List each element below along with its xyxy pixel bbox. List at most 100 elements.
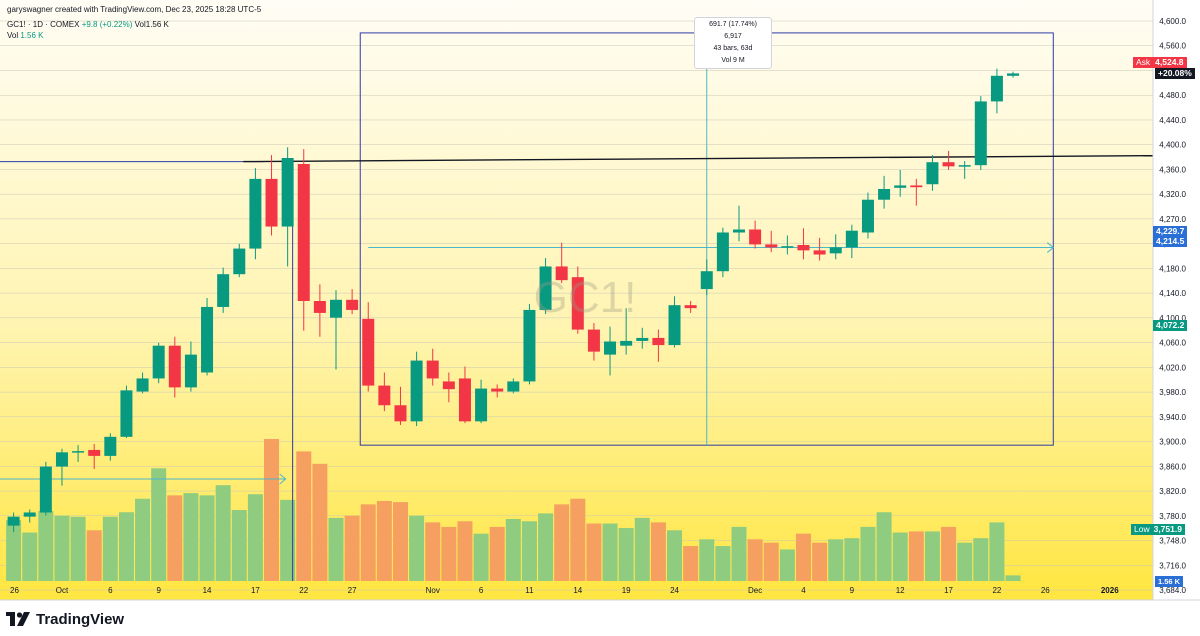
resistance-line xyxy=(243,154,1154,163)
symbol-legend: GC1! · 1D · COMEX +9.8 (+0.22%) Vol1.56 … xyxy=(7,20,169,29)
candle-body xyxy=(39,466,52,513)
measure-tooltip: 691.7 (17.74%) 6,917 43 bars, 63d Vol 9 … xyxy=(694,17,772,69)
volume-bar xyxy=(264,439,280,581)
candle-body xyxy=(668,305,681,346)
candle-body xyxy=(313,301,326,313)
tradingview-logo-icon xyxy=(6,612,30,626)
volume-bar xyxy=(6,520,22,581)
volume-bar xyxy=(118,512,134,581)
time-tick-label: 19 xyxy=(622,586,631,595)
candle-body xyxy=(781,246,794,248)
price-axis[interactable]: 4,600.04,560.04,520.04,480.04,440.04,400… xyxy=(1152,0,1187,600)
volume-bar xyxy=(860,526,876,581)
candle-body xyxy=(1007,73,1020,76)
candle-body xyxy=(878,189,891,200)
volume-bar xyxy=(973,538,989,581)
brand-name: TradingView xyxy=(36,610,125,628)
candle-body xyxy=(942,162,955,167)
price-tag-4214: 4,214.5 xyxy=(1153,236,1188,247)
candle-body xyxy=(233,248,246,275)
candle-body xyxy=(330,299,342,318)
candle-body xyxy=(362,318,375,386)
price-tick-label: 4,600.0 xyxy=(1159,17,1186,26)
candle-body xyxy=(136,378,149,392)
candle-body xyxy=(700,271,713,290)
candle-body xyxy=(990,75,1003,102)
volume-bar xyxy=(908,531,924,581)
volume-bar xyxy=(54,515,70,581)
footer-branding[interactable]: TradingView xyxy=(6,608,124,630)
volume-bar xyxy=(602,523,618,581)
volume-bar xyxy=(489,526,505,581)
price-tag-4229: 4,229.7 xyxy=(1153,226,1188,237)
volume-bar xyxy=(683,546,699,581)
candle-body xyxy=(829,247,842,254)
measure-change: 691.7 (17.74%) 6,917 xyxy=(709,21,757,40)
volume-inline: Vol1.56 K xyxy=(134,20,169,29)
volume-bar xyxy=(328,517,344,581)
price-tick-label: 3,980.0 xyxy=(1159,388,1186,397)
volume-bar xyxy=(924,531,940,581)
price-tick-label: 3,780.0 xyxy=(1159,512,1186,521)
volume-bar xyxy=(844,538,860,581)
time-tick-label: 26 xyxy=(1041,586,1050,595)
volume-bar xyxy=(215,485,231,581)
ask-price-tag: Ask 4,524.8 xyxy=(1133,57,1187,68)
volume-bar xyxy=(586,523,602,581)
volume-label: Vol xyxy=(7,31,19,40)
volume-tag: 1.56 K xyxy=(1155,576,1184,587)
volume-bar xyxy=(102,516,118,581)
time-tick-label: 27 xyxy=(348,586,357,595)
highlight-arrow xyxy=(1046,242,1055,253)
volume-bar xyxy=(360,504,376,581)
volume-value: 1.56 K xyxy=(20,31,44,40)
time-tick-label: 6 xyxy=(108,586,113,595)
volume-bar xyxy=(70,516,86,581)
volume-bar xyxy=(231,510,247,581)
time-tick-label: Oct xyxy=(56,586,69,595)
measure-bars: 43 bars, 63d xyxy=(713,45,753,52)
candle-body xyxy=(88,449,101,456)
volume-bar xyxy=(376,500,392,581)
volume-bar xyxy=(86,530,102,581)
candle-body xyxy=(104,436,117,456)
candle-body xyxy=(491,388,504,392)
time-tick-label: 6 xyxy=(479,586,484,595)
volume-bar xyxy=(296,451,312,581)
price-tick-label: 3,748.0 xyxy=(1159,537,1186,546)
price-tick-label: 4,320.0 xyxy=(1159,190,1186,199)
candle-body xyxy=(346,299,359,310)
candle-body xyxy=(281,158,294,227)
volume-bar xyxy=(409,515,425,581)
time-tick-label: 12 xyxy=(896,586,905,595)
time-tick-label: 22 xyxy=(992,586,1001,595)
time-tick-label: Dec xyxy=(748,586,762,595)
volume-bar xyxy=(618,528,634,581)
price-tag-4072: 4,072.2 xyxy=(1153,320,1188,331)
candle-body xyxy=(555,266,568,281)
candle-body xyxy=(620,340,633,346)
candle-body xyxy=(458,378,471,422)
price-tick-label: 3,716.0 xyxy=(1159,561,1186,570)
volume-bar xyxy=(247,494,263,581)
candle-body xyxy=(7,516,20,526)
time-axis[interactable]: 26 Oct 6 9 14 17 22 27 Nov 6 11 14 19 24 Dec 4 9 12 17 22 26… xyxy=(0,586,1200,601)
ask-value: 4,524.8 xyxy=(1155,57,1184,67)
candle-body xyxy=(523,309,536,382)
price-tick-label: 4,560.0 xyxy=(1159,42,1186,51)
volume-bar xyxy=(731,526,747,581)
candle-body xyxy=(861,199,874,233)
volume-bar xyxy=(941,526,957,581)
candle-body xyxy=(652,337,665,346)
candle-body xyxy=(394,405,407,422)
volume-bar xyxy=(1005,575,1021,581)
volume-bar xyxy=(715,546,731,581)
volume-bar xyxy=(425,522,441,581)
candle-body xyxy=(201,306,214,373)
candle-body xyxy=(845,230,858,248)
candle-body xyxy=(426,360,439,379)
volume-legend[interactable]: Vol 1.56 K xyxy=(7,31,44,40)
measure-volume: Vol 9 M xyxy=(721,57,745,64)
volume-bar xyxy=(554,504,570,581)
symbol-info[interactable]: GC1! · 1D · COMEX xyxy=(7,20,80,29)
